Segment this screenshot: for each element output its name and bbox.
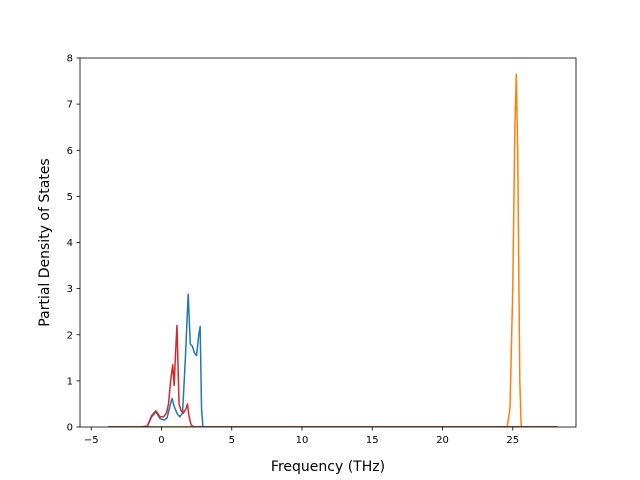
y-tick-label: 1 [67, 376, 73, 387]
y-tick-label: 6 [67, 146, 73, 157]
y-tick-label: 0 [67, 423, 73, 434]
x-axis-ticks: −5 0 5 10 15 20 25 [84, 427, 519, 446]
y-tick-label: 3 [67, 284, 73, 295]
x-tick-label: 20 [436, 435, 449, 446]
series-line-2 [108, 73, 558, 427]
x-axis-label: Frequency (THz) [271, 459, 385, 475]
x-tick-label: 25 [506, 435, 519, 446]
x-tick-label: −5 [84, 435, 99, 446]
series-line-4 [108, 324, 558, 427]
x-tick-label: 15 [366, 435, 379, 446]
x-tick-label: 5 [229, 435, 235, 446]
x-tick-label: 10 [296, 435, 309, 446]
x-tick-label: 0 [158, 435, 164, 446]
plot-lines [108, 73, 558, 427]
y-axis-label: Partial Density of States [37, 158, 53, 326]
y-tick-label: 7 [67, 100, 73, 111]
y-tick-label: 8 [67, 54, 73, 65]
y-tick-label: 5 [67, 192, 73, 203]
y-tick-label: 4 [67, 238, 73, 249]
plot-frame [79, 57, 577, 428]
y-axis-ticks: 0 1 2 3 4 5 6 7 8 [67, 54, 80, 434]
y-tick-label: 2 [67, 330, 73, 341]
